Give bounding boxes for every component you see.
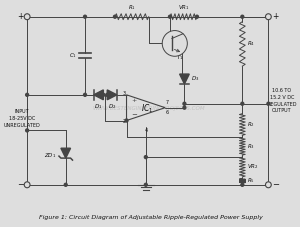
Text: 6: 6 (166, 110, 169, 115)
Text: +: + (272, 12, 278, 21)
Text: −: − (17, 180, 24, 189)
Text: $R_2$: $R_2$ (247, 120, 255, 129)
Text: $VR_2$: $VR_2$ (247, 163, 259, 171)
Text: $IC_1$: $IC_1$ (141, 102, 153, 115)
Text: Figure 1: Circuit Diagram of Adjustable Ripple-Regulated Power Supply: Figure 1: Circuit Diagram of Adjustable … (39, 215, 262, 220)
Circle shape (241, 15, 244, 18)
Circle shape (102, 93, 105, 96)
Text: 4: 4 (144, 128, 147, 133)
Text: +: + (131, 98, 136, 103)
Circle shape (125, 119, 128, 122)
Text: $R_1$: $R_1$ (128, 3, 136, 12)
Text: 7: 7 (166, 100, 169, 105)
Circle shape (183, 106, 186, 109)
Circle shape (24, 14, 30, 20)
Circle shape (241, 102, 244, 105)
Text: −: − (131, 112, 137, 118)
Circle shape (84, 93, 86, 96)
Text: 3: 3 (122, 91, 126, 96)
Text: $D_1$: $D_1$ (94, 102, 103, 111)
Circle shape (26, 129, 28, 132)
Text: $R_5$: $R_5$ (247, 176, 255, 185)
Text: $VR_1$: $VR_1$ (178, 3, 189, 12)
Text: $C_1$: $C_1$ (69, 51, 77, 60)
Text: WWW.BESTENGINEERINGPROJECTS.COM: WWW.BESTENGINEERINGPROJECTS.COM (92, 106, 205, 111)
Text: $R_3$: $R_3$ (247, 142, 255, 151)
Text: $D_3$: $D_3$ (191, 74, 200, 84)
Circle shape (196, 15, 198, 18)
Circle shape (84, 15, 86, 18)
Text: +: + (17, 12, 24, 21)
Circle shape (106, 93, 109, 96)
Circle shape (144, 183, 147, 186)
Polygon shape (107, 90, 117, 100)
Text: $T_1$: $T_1$ (176, 53, 183, 62)
Circle shape (24, 182, 30, 188)
Text: 10.6 TO
15.2 V DC
REGULATED
OUTPUT: 10.6 TO 15.2 V DC REGULATED OUTPUT (267, 88, 297, 113)
Circle shape (241, 183, 244, 186)
Circle shape (144, 156, 147, 159)
Circle shape (183, 102, 186, 105)
Circle shape (266, 14, 271, 20)
Circle shape (169, 15, 171, 18)
Polygon shape (180, 74, 189, 84)
Circle shape (64, 183, 67, 186)
Circle shape (113, 15, 116, 18)
Text: INPUT
18-25V DC
UNREGULATED: INPUT 18-25V DC UNREGULATED (4, 109, 41, 128)
Text: 2: 2 (122, 119, 126, 124)
Text: $R_4$: $R_4$ (247, 39, 255, 48)
Text: −: − (272, 180, 279, 189)
Circle shape (162, 31, 187, 56)
Text: $ZD_1$: $ZD_1$ (44, 151, 56, 160)
Circle shape (26, 93, 28, 96)
Circle shape (267, 102, 270, 105)
Polygon shape (61, 148, 70, 158)
Polygon shape (94, 90, 103, 100)
Text: $D_2$: $D_2$ (108, 102, 116, 111)
Circle shape (266, 182, 271, 188)
